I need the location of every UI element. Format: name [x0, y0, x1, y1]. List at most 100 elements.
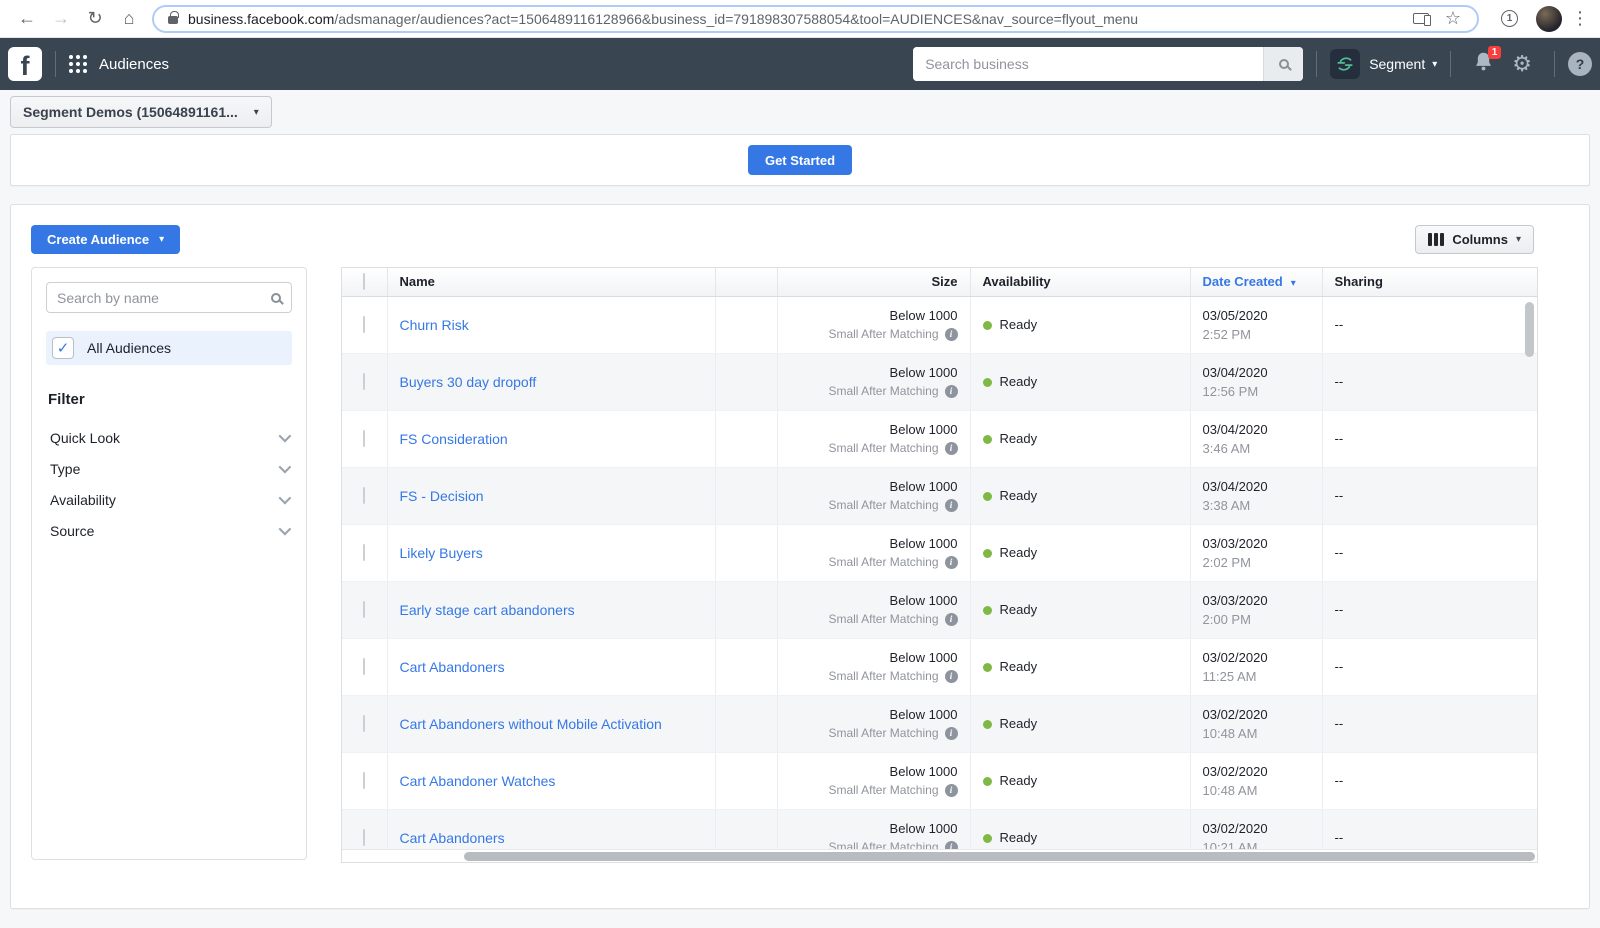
audiences-panel: Create Audience ▾ Columns ▾ ✓ All Audien…: [10, 204, 1590, 909]
column-header-spacer: [715, 268, 778, 297]
vertical-scrollbar-thumb[interactable]: [1525, 302, 1534, 357]
table-row[interactable]: Churn Risk Below 1000 Small After Matchi…: [342, 296, 1537, 354]
sort-caret-icon: ▾: [1290, 278, 1296, 290]
url-text[interactable]: business.facebook.com/adsmanager/audienc…: [188, 11, 1407, 27]
search-icon: [271, 292, 281, 303]
column-header-date-created[interactable]: Date Created ▾: [1190, 268, 1323, 297]
spacer-cell: [715, 581, 778, 639]
row-checkbox[interactable]: [363, 544, 366, 561]
back-icon[interactable]: ←: [18, 8, 36, 28]
sharing-value: --: [1322, 410, 1537, 468]
all-audiences-toggle[interactable]: ✓ All Audiences: [46, 331, 292, 365]
column-header-size[interactable]: Size: [777, 268, 971, 297]
table-row[interactable]: Cart Abandoners Below 1000 Small After M…: [342, 638, 1537, 696]
info-icon[interactable]: i: [944, 498, 958, 512]
select-all-checkbox[interactable]: [363, 273, 366, 291]
filter-label: Source: [50, 522, 95, 539]
row-checkbox[interactable]: [363, 601, 366, 618]
row-checkbox[interactable]: [363, 772, 366, 789]
table-row[interactable]: Cart Abandoners Below 1000 Small After M…: [342, 809, 1537, 849]
filter-quick-look[interactable]: Quick Look: [46, 422, 292, 453]
info-icon[interactable]: i: [944, 327, 958, 341]
home-icon[interactable]: ⌂: [123, 8, 135, 28]
browser-menu-icon[interactable]: ⋮: [1571, 8, 1589, 28]
row-checkbox[interactable]: [363, 487, 366, 504]
column-header-name[interactable]: Name: [387, 268, 716, 297]
spacer-cell: [715, 524, 778, 582]
filter-availability[interactable]: Availability: [46, 484, 292, 515]
row-checkbox[interactable]: [363, 715, 366, 732]
browser-info-icon[interactable]: 1: [1501, 10, 1518, 27]
info-icon[interactable]: i: [944, 840, 958, 849]
sharing-value: --: [1322, 752, 1537, 810]
info-icon[interactable]: i: [944, 612, 958, 626]
status-ready-dot: [982, 378, 992, 387]
all-audiences-checkbox[interactable]: ✓: [52, 337, 74, 359]
business-search-input[interactable]: [913, 47, 1264, 81]
date-created-value: 03/04/2020: [1202, 478, 1268, 494]
table-row[interactable]: Cart Abandoners without Mobile Activatio…: [342, 695, 1537, 753]
info-icon[interactable]: i: [944, 384, 958, 398]
size-note: Small After Matching: [828, 612, 939, 626]
audience-name-link[interactable]: Likely Buyers: [399, 544, 483, 561]
row-checkbox[interactable]: [363, 373, 366, 390]
table-row[interactable]: FS - Decision Below 1000 Small After Mat…: [342, 467, 1537, 525]
facebook-logo[interactable]: f: [8, 47, 42, 81]
size-note: Small After Matching: [828, 726, 939, 740]
column-header-sharing[interactable]: Sharing: [1322, 268, 1537, 297]
info-icon[interactable]: i: [944, 669, 958, 683]
time-created-value: 2:52 PM: [1202, 326, 1251, 342]
info-icon[interactable]: i: [944, 441, 958, 455]
bookmark-star-icon[interactable]: ☆: [1444, 8, 1462, 28]
row-checkbox[interactable]: [363, 430, 366, 447]
refresh-icon[interactable]: ↻: [87, 8, 103, 28]
column-header-availability[interactable]: Availability: [970, 268, 1191, 297]
apps-grid-icon[interactable]: [69, 55, 87, 73]
audience-name-link[interactable]: Early stage cart abandoners: [399, 601, 575, 618]
audience-name-link[interactable]: Cart Abandoners without Mobile Activatio…: [399, 715, 662, 732]
date-created-value: 03/02/2020: [1202, 649, 1268, 665]
search-icon[interactable]: [1263, 47, 1304, 81]
settings-gear-icon[interactable]: ⚙: [1512, 51, 1532, 76]
table-row[interactable]: Likely Buyers Below 1000 Small After Mat…: [342, 524, 1537, 582]
help-icon[interactable]: ?: [1568, 52, 1592, 76]
browser-toolbar: ← → ↻ ⌂ business.facebook.com/adsmanager…: [0, 0, 1600, 38]
info-icon[interactable]: i: [944, 555, 958, 569]
table-row[interactable]: Cart Abandoner Watches Below 1000 Small …: [342, 752, 1537, 810]
audience-name-link[interactable]: Buyers 30 day dropoff: [399, 373, 537, 390]
row-checkbox[interactable]: [363, 316, 366, 333]
columns-label: Columns: [1452, 231, 1508, 247]
get-started-button[interactable]: Get Started: [748, 145, 852, 175]
row-checkbox[interactable]: [363, 658, 366, 675]
address-bar[interactable]: business.facebook.com/adsmanager/audienc…: [152, 4, 1479, 33]
availability-status: Ready: [999, 317, 1038, 332]
name-search-input[interactable]: [57, 289, 271, 306]
info-icon[interactable]: i: [944, 783, 958, 797]
audience-name-link[interactable]: Cart Abandoner Watches: [399, 772, 556, 789]
business-caret-icon[interactable]: ▾: [1432, 58, 1438, 70]
table-row[interactable]: Early stage cart abandoners Below 1000 S…: [342, 581, 1537, 639]
filter-type[interactable]: Type: [46, 453, 292, 484]
send-to-device-icon[interactable]: [1413, 13, 1431, 26]
browser-profile-avatar[interactable]: [1536, 5, 1562, 32]
lock-icon[interactable]: [168, 11, 179, 24]
audience-name-link[interactable]: FS - Decision: [399, 487, 484, 504]
filter-source[interactable]: Source: [46, 515, 292, 546]
time-created-value: 2:02 PM: [1202, 554, 1251, 570]
audience-name-link[interactable]: Churn Risk: [399, 316, 469, 333]
info-icon[interactable]: i: [944, 726, 958, 740]
chevron-down-icon: ▾: [159, 233, 165, 245]
table-row[interactable]: FS Consideration Below 1000 Small After …: [342, 410, 1537, 468]
notifications-bell-icon[interactable]: 1: [1473, 46, 1502, 77]
create-audience-button[interactable]: Create Audience ▾: [31, 224, 181, 254]
audience-name-link[interactable]: Cart Abandoners: [399, 829, 505, 846]
table-row[interactable]: Buyers 30 day dropoff Below 1000 Small A…: [342, 353, 1537, 411]
audience-name-link[interactable]: Cart Abandoners: [399, 658, 505, 675]
columns-button[interactable]: Columns ▾: [1415, 224, 1534, 254]
ad-account-dropdown[interactable]: Segment Demos (15064891161... ▾: [10, 96, 272, 128]
segment-logo-icon[interactable]: [1330, 49, 1361, 79]
audience-name-link[interactable]: FS Consideration: [399, 430, 508, 447]
row-checkbox[interactable]: [363, 829, 366, 846]
horizontal-scrollbar-thumb[interactable]: [464, 852, 1535, 861]
date-created-value: 03/04/2020: [1202, 421, 1268, 437]
